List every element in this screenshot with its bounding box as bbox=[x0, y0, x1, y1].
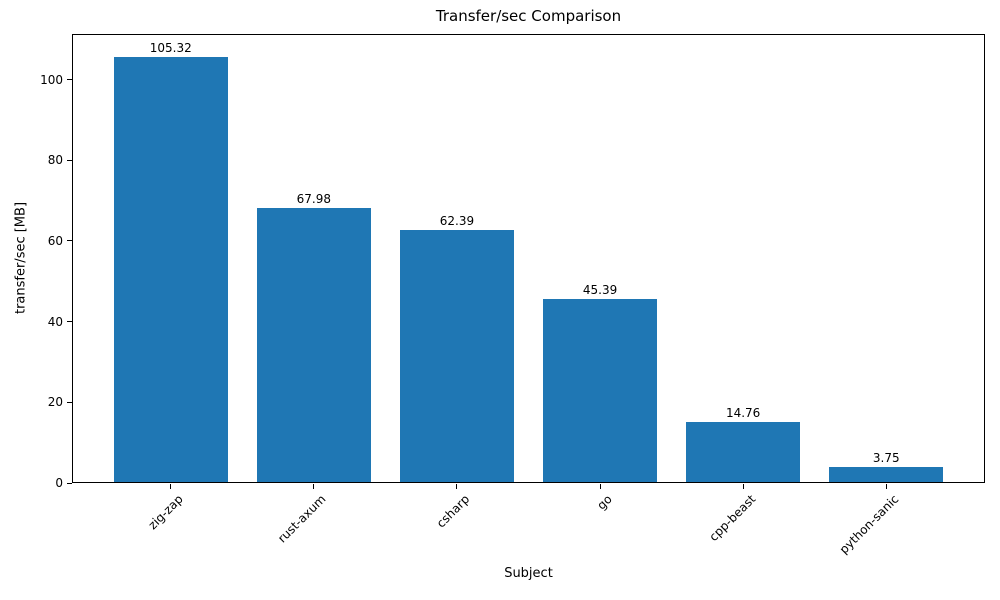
bar-value-label: 67.98 bbox=[296, 191, 332, 206]
y-tick-label: 60 bbox=[47, 233, 63, 248]
x-axis-label: Subject bbox=[504, 566, 553, 581]
x-tick-label: zig-zap bbox=[145, 492, 186, 533]
bar bbox=[256, 207, 372, 482]
x-tick-mark bbox=[313, 484, 315, 489]
x-tick-label: csharp bbox=[433, 492, 472, 531]
y-tick-mark bbox=[67, 401, 72, 403]
bar-value-label: 62.39 bbox=[439, 214, 475, 229]
bar bbox=[113, 57, 228, 482]
y-tick-label: 80 bbox=[47, 153, 63, 168]
x-tick-label: cpp-beast bbox=[706, 492, 759, 544]
x-tick-mark bbox=[599, 484, 601, 489]
y-tick-label: 20 bbox=[47, 395, 63, 410]
x-tick-mark bbox=[456, 484, 458, 489]
y-tick-label: 0 bbox=[55, 476, 63, 490]
bar-value-label: 45.39 bbox=[582, 282, 618, 297]
y-tick-mark bbox=[67, 321, 72, 323]
bar bbox=[542, 298, 658, 482]
bar-value-label: 105.32 bbox=[149, 41, 192, 56]
bar-value-label: 3.75 bbox=[872, 450, 900, 465]
x-tick-mark bbox=[742, 484, 744, 489]
x-tick-label: go bbox=[594, 492, 615, 513]
plot-area: 105.32 67.98 62.39 45.39 14.76 3.75 bbox=[72, 34, 985, 483]
y-axis-label: transfer/sec [MB] bbox=[13, 201, 29, 315]
y-tick-mark bbox=[67, 482, 72, 484]
bar bbox=[685, 422, 801, 482]
y-tick-mark bbox=[67, 159, 72, 161]
x-tick-mark bbox=[170, 484, 172, 489]
y-tick-mark bbox=[67, 79, 72, 81]
x-tick-label: python-sanic bbox=[836, 492, 902, 557]
x-tick-label: rust-axum bbox=[275, 492, 329, 546]
y-tick-mark bbox=[67, 240, 72, 242]
y-tick-label: 40 bbox=[47, 314, 63, 329]
bar-value-label: 14.76 bbox=[725, 406, 761, 421]
y-tick-label: 100 bbox=[40, 72, 63, 87]
bar bbox=[829, 466, 944, 482]
chart-title: Transfer/sec Comparison bbox=[435, 7, 622, 25]
bar bbox=[399, 230, 515, 482]
x-tick-mark bbox=[885, 484, 887, 489]
